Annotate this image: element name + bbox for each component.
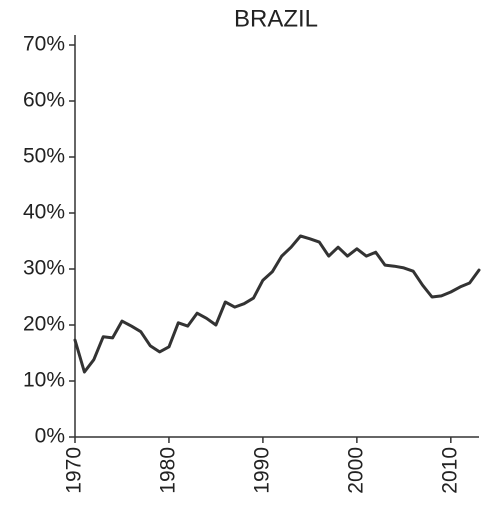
y-tick-label: 70% [23,33,65,56]
x-tick-label: 2000 [344,447,367,494]
x-tick-label: 1990 [250,447,273,494]
y-tick-label: 30% [23,257,65,280]
y-tick-label: 60% [23,89,65,112]
y-tick-label: 10% [23,369,65,392]
y-tick-label: 20% [23,313,65,336]
y-tick-label: 40% [23,201,65,224]
y-tick-label: 0% [35,425,65,448]
chart-title: BRAZIL [234,5,318,32]
data-line [73,234,481,374]
y-tick-label: 50% [23,145,65,168]
x-tick-label: 1970 [63,447,86,494]
x-tick-label: 1980 [157,447,180,494]
x-tick-label: 2010 [438,447,461,494]
